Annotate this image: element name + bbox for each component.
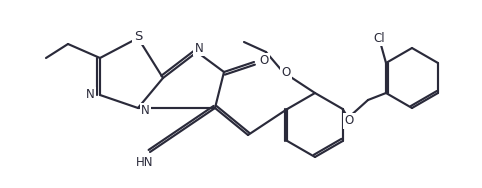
Text: N: N	[86, 89, 95, 102]
Text: N: N	[141, 105, 150, 118]
Text: O: O	[344, 114, 354, 127]
Text: O: O	[281, 67, 291, 80]
Text: S: S	[134, 30, 142, 43]
Text: HN: HN	[136, 155, 154, 168]
Text: N: N	[195, 42, 203, 55]
Text: Cl: Cl	[373, 32, 385, 45]
Text: O: O	[259, 55, 268, 67]
